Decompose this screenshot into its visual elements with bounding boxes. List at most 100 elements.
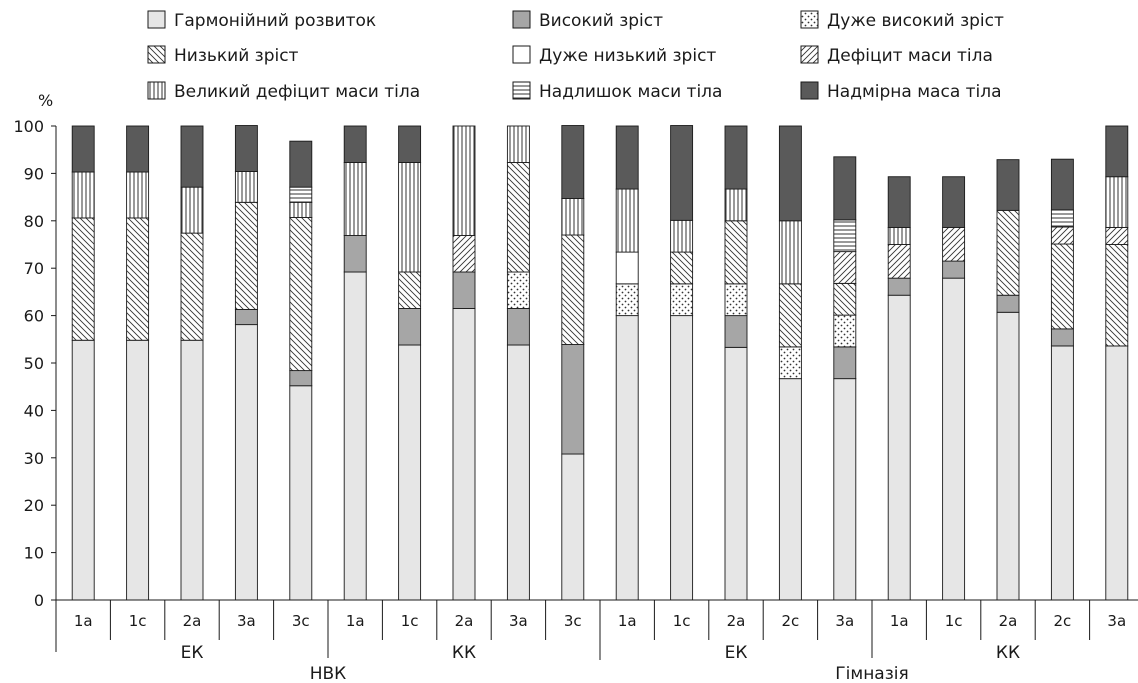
x-tick-label: 1а (890, 612, 909, 630)
y-axis-unit-label: % (38, 91, 53, 110)
bar-segment (452, 271, 476, 309)
legend-swatch (147, 45, 166, 64)
bar-segment (180, 232, 204, 341)
bar-segment (343, 162, 367, 236)
bar-segment (398, 271, 422, 309)
legend-swatch (512, 81, 531, 100)
bar-segment (289, 217, 313, 372)
bar-segment (778, 283, 802, 348)
bar-segment (289, 201, 313, 218)
bar-segment (1050, 226, 1074, 245)
y-tick-label: 60 (24, 307, 44, 326)
bar-segment (724, 220, 748, 285)
legend-swatch (147, 81, 166, 100)
legend-label: Дуже низький зріст (539, 46, 716, 66)
legend: Гармонійний розвиток Високий зріст Дуже ви… (147, 10, 1004, 102)
bar-segment (452, 235, 476, 273)
x-group-label: Гімназія (835, 664, 908, 683)
bar-segment (289, 385, 313, 601)
x-tick-label: 1а (74, 612, 93, 630)
bar-segment (561, 198, 585, 236)
bar-segment (1105, 176, 1129, 228)
y-tick-label: 30 (24, 449, 44, 468)
bar-segment (778, 346, 802, 380)
bar-segment (996, 311, 1020, 601)
bar-segment (724, 346, 748, 601)
bar-segment (1105, 226, 1129, 245)
bar-segment (234, 324, 258, 601)
bar-segment (398, 308, 422, 346)
bar-segment (942, 226, 966, 262)
bar-segment (887, 226, 911, 245)
bar-segment (343, 235, 367, 273)
bar-segment (71, 217, 95, 341)
bar-segment (670, 315, 694, 601)
bar-segment (833, 346, 857, 380)
bar-segment (452, 125, 476, 236)
x-tick-label: 3с (564, 612, 582, 630)
bar-segment (670, 283, 694, 317)
bar-segment (506, 125, 530, 163)
x-subgroup-label: ЕК (725, 643, 748, 663)
legend-label: Дуже високий зріст (827, 11, 1004, 31)
bar-segment (833, 378, 857, 601)
bar-segment (343, 271, 367, 601)
y-tick-label: 70 (24, 259, 44, 278)
x-tick-label: 1с (945, 612, 963, 630)
bar-segment (833, 251, 857, 284)
bar-segment (180, 339, 204, 601)
bar-segment (561, 344, 585, 455)
bar-segment (833, 156, 857, 221)
bar-segment (561, 125, 585, 199)
y-tick-label: 80 (24, 212, 44, 231)
bar-segment (289, 140, 313, 188)
bar-segment (180, 186, 204, 234)
bar-segment (996, 294, 1020, 313)
bar-segment (234, 171, 258, 203)
y-tick-label: 10 (24, 544, 44, 563)
bar-segment (1105, 345, 1129, 601)
bar-segment (343, 125, 367, 163)
bar-segment (1050, 243, 1074, 330)
bar-segment (887, 176, 911, 228)
bar-segment (126, 171, 150, 219)
bar-segment (561, 453, 585, 601)
bar-segment (398, 125, 422, 163)
bar-segment (724, 315, 748, 348)
bar-segment (398, 344, 422, 601)
bar-segment (71, 125, 95, 173)
bar-segment (289, 370, 313, 387)
bar-segment (506, 308, 530, 346)
y-tick-label: 20 (24, 496, 44, 515)
y-tick-label: 50 (24, 354, 44, 373)
bar-segment (561, 234, 585, 345)
bar-segment (887, 244, 911, 279)
bar-segment (615, 251, 639, 285)
bar-segment (1105, 244, 1129, 347)
bar-segment (778, 220, 802, 285)
y-tick-label: 100 (13, 117, 44, 136)
bar-segment (778, 378, 802, 601)
legend-label: Великий дефіцит маси тіла (174, 82, 420, 102)
y-tick-label: 90 (24, 164, 44, 183)
bars (71, 125, 1129, 601)
bar-segment (996, 209, 1020, 296)
legend-label: Низький зріст (174, 46, 299, 66)
bar-segment (778, 125, 802, 222)
x-subgroup-label: КК (452, 643, 476, 663)
bar-segment (724, 188, 748, 222)
bar-segment (126, 217, 150, 341)
bar-segment (234, 308, 258, 326)
bar-segment (1050, 209, 1074, 228)
bar-segment (615, 188, 639, 253)
bar-segment (452, 308, 476, 601)
bar-segment (1105, 125, 1129, 178)
bar-segment (126, 339, 150, 601)
bar-segment (833, 282, 857, 316)
legend-label: Надмірна маса тіла (827, 82, 1002, 102)
x-tick-label: 1а (346, 612, 365, 630)
bar-segment (833, 219, 857, 253)
y-tick-label: 40 (24, 401, 44, 420)
bar-segment (670, 219, 694, 253)
